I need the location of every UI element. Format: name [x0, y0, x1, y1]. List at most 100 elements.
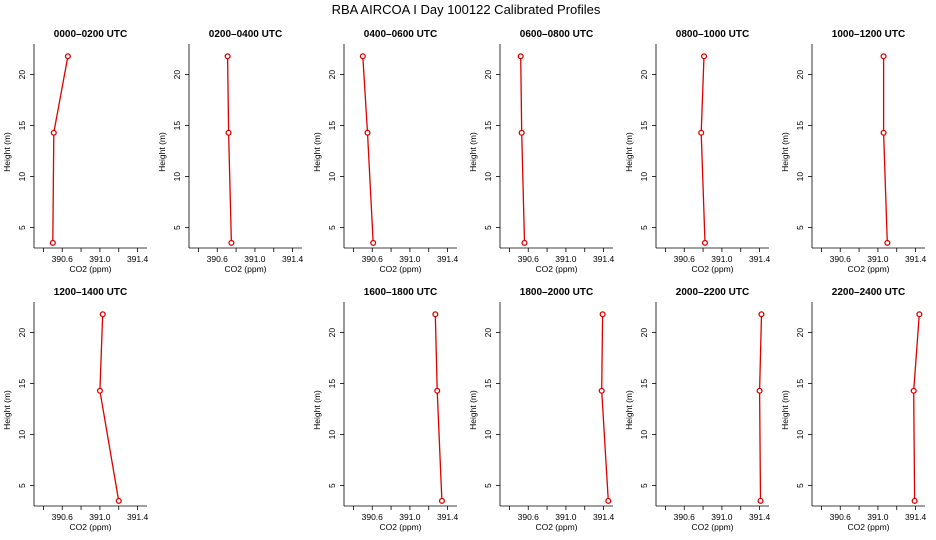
x-axis-label: CO2 (ppm)	[691, 264, 733, 274]
y-tick-label: 15	[483, 379, 493, 389]
y-axis-label: Height (m)	[780, 132, 790, 172]
x-axis-label: CO2 (ppm)	[847, 264, 889, 274]
panel-title: 0200–0400 UTC	[209, 29, 282, 40]
panel-3: 0600–0800 UTC 390.6 391.0 391.4 5 10 15 20 CO2 (…	[468, 29, 614, 274]
y-tick-label: 20	[795, 328, 805, 338]
panel-2: 0400–0600 UTC 390.6 391.0 391.4 5 10 15 20 CO2 (…	[312, 29, 458, 274]
data-point	[517, 53, 524, 60]
y-tick-label: 15	[17, 121, 27, 131]
data-point	[96, 387, 103, 394]
x-tick-label: 391.0	[711, 512, 733, 522]
profile-line	[99, 314, 120, 502]
x-axis-label: CO2 (ppm)	[379, 522, 421, 532]
data-point	[598, 387, 605, 394]
x-tick-label: 391.4	[127, 254, 149, 264]
x-axis-label: CO2 (ppm)	[847, 522, 889, 532]
panel-title: 2200–2400 UTC	[832, 287, 905, 298]
y-tick-label: 15	[327, 121, 337, 131]
y-tick-label: 5	[795, 225, 805, 230]
x-tick-label: 391.0	[711, 254, 733, 264]
panel-8: 1600–1800 UTC 390.6 391.0 391.4 5 10 15 20 CO2 (…	[312, 287, 458, 532]
y-tick-label: 5	[172, 225, 182, 230]
y-axis-label: Height (m)	[624, 390, 634, 430]
panel-title: 1200–1400 UTC	[54, 287, 127, 298]
data-point	[756, 387, 763, 394]
panel-title: 2000–2200 UTC	[676, 287, 749, 298]
x-tick-label: 391.4	[437, 254, 459, 264]
x-axis-label: CO2 (ppm)	[69, 264, 111, 274]
x-tick-label: 391.0	[89, 254, 111, 264]
data-point	[880, 53, 887, 60]
y-axis-label: Height (m)	[780, 390, 790, 430]
profile-line	[362, 56, 374, 243]
y-tick-label: 5	[17, 483, 27, 488]
x-tick-label: 390.6	[674, 254, 696, 264]
data-point	[698, 129, 705, 136]
x-tick-label: 391.4	[437, 512, 459, 522]
profile-line	[434, 314, 443, 501]
panel-1: 0200–0400 UTC 390.6 391.0 391.4 5 10 15 20 CO2 (…	[157, 29, 303, 274]
data-point	[225, 129, 232, 136]
x-tick-label: 391.4	[593, 512, 615, 522]
data-point	[99, 311, 106, 318]
x-tick-label: 390.6	[518, 254, 540, 264]
x-tick-label: 391.4	[905, 512, 927, 522]
profile-line	[913, 314, 920, 501]
y-tick-label: 20	[795, 70, 805, 80]
x-tick-label: 390.6	[674, 512, 696, 522]
x-axis-label: CO2 (ppm)	[691, 522, 733, 532]
y-axis-label: Height (m)	[468, 390, 478, 430]
data-point	[599, 311, 606, 318]
panel-title: 0600–0800 UTC	[520, 29, 593, 40]
profile-line	[882, 56, 888, 243]
panel-title: 0400–0600 UTC	[364, 29, 437, 40]
y-tick-label: 5	[639, 225, 649, 230]
x-tick-label: 390.6	[830, 254, 852, 264]
x-tick-label: 390.6	[518, 512, 540, 522]
y-tick-label: 5	[795, 483, 805, 488]
x-tick-label: 390.6	[830, 512, 852, 522]
figure-title: RBA AIRCOA I Day 100122 Calibrated Profi…	[332, 2, 601, 17]
y-tick-label: 15	[17, 379, 27, 389]
data-point	[700, 53, 708, 60]
panels-group: 0000–0200 UTC 390.6 391.0 391.4 5 10 15 20 CO2 (…	[2, 29, 926, 532]
data-point	[605, 497, 612, 504]
x-tick-label: 391.0	[867, 254, 889, 264]
data-point	[64, 53, 71, 60]
y-tick-label: 10	[17, 430, 27, 440]
x-axis-label: CO2 (ppm)	[535, 264, 577, 274]
y-axis-label: Height (m)	[624, 132, 634, 172]
profile-line	[601, 314, 609, 501]
profile-line	[520, 56, 526, 243]
y-tick-label: 10	[639, 430, 649, 440]
x-tick-label: 391.4	[749, 254, 771, 264]
y-axis-label: Height (m)	[312, 390, 322, 430]
x-tick-label: 391.4	[749, 512, 771, 522]
data-point	[757, 497, 764, 504]
y-tick-label: 10	[327, 172, 337, 182]
data-point	[758, 311, 765, 318]
y-tick-label: 10	[483, 172, 493, 182]
profile-line	[758, 314, 763, 501]
x-tick-label: 390.6	[52, 254, 74, 264]
data-point	[359, 53, 366, 60]
x-tick-label: 391.4	[282, 254, 304, 264]
panel-title: 1600–1800 UTC	[364, 287, 437, 298]
y-tick-label: 10	[172, 172, 182, 182]
y-axis-label: Height (m)	[468, 132, 478, 172]
y-tick-label: 20	[639, 70, 649, 80]
data-point	[434, 387, 441, 394]
y-tick-label: 20	[483, 328, 493, 338]
y-tick-label: 15	[327, 379, 337, 389]
data-point	[50, 129, 57, 136]
data-point	[884, 239, 891, 246]
y-tick-label: 5	[327, 225, 337, 230]
y-tick-label: 20	[483, 70, 493, 80]
y-tick-label: 5	[327, 483, 337, 488]
y-tick-label: 5	[483, 483, 493, 488]
data-point	[228, 239, 235, 246]
x-tick-label: 391.0	[555, 254, 577, 264]
panel-title: 0000–0200 UTC	[54, 29, 127, 40]
y-axis-label: Height (m)	[312, 132, 322, 172]
